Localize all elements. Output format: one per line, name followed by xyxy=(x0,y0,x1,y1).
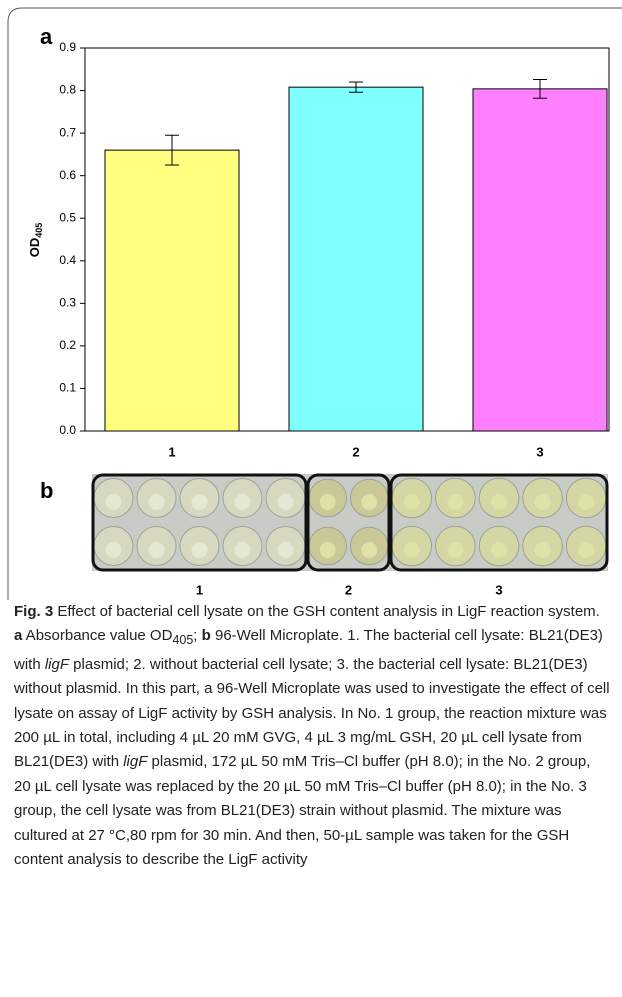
well-center xyxy=(235,542,251,558)
y-label-text: OD xyxy=(27,238,42,258)
photo-label: 3 xyxy=(495,582,502,597)
caption-sub: 405 xyxy=(172,633,193,647)
caption-panel: b xyxy=(202,627,211,644)
well-center xyxy=(447,494,463,510)
caption-text: Effect of bacterial cell lysate on the G… xyxy=(53,603,600,620)
x-tick-label: 1 xyxy=(168,444,175,459)
figure: a b OD405 0.0 0.1 0.2 0.3 0.4 0.5 0.6 0.7 0.8 0.9… xyxy=(0,0,622,600)
x-tick-label: 3 xyxy=(536,444,543,459)
well-center xyxy=(106,542,122,558)
y-tick-label: 0.8 xyxy=(59,83,76,97)
y-tick-label: 0.9 xyxy=(59,40,76,54)
y-tick-label: 0.4 xyxy=(59,253,76,267)
y-tick-label: 0.3 xyxy=(59,296,76,310)
well-center xyxy=(149,542,165,558)
panel-label: b xyxy=(40,478,53,503)
y-tick-label: 0.5 xyxy=(59,210,76,224)
well-center xyxy=(535,494,551,510)
y-tick-label: 0.6 xyxy=(59,168,76,182)
caption-text: Absorbance value OD xyxy=(22,627,172,644)
photo-label: 1 xyxy=(196,582,203,597)
well-center xyxy=(361,494,377,510)
x-tick-label: 2 xyxy=(352,444,359,459)
caption-gene: ligF xyxy=(123,753,147,770)
y-tick-label: 0.1 xyxy=(59,381,76,395)
caption-gene: ligF xyxy=(45,656,69,673)
well-center xyxy=(235,494,251,510)
bar xyxy=(473,89,607,431)
well-center xyxy=(361,542,377,558)
well-center xyxy=(404,542,420,558)
well-center xyxy=(447,542,463,558)
caption-text: ; xyxy=(193,627,201,644)
well-center xyxy=(578,542,594,558)
well-center xyxy=(192,494,208,510)
page: {"chart_data": {"type": "bar", "panel_la… xyxy=(0,0,622,997)
y-tick-label: 0.2 xyxy=(59,338,76,352)
well-center xyxy=(404,494,420,510)
well-center xyxy=(278,494,294,510)
well-center xyxy=(578,494,594,510)
caption-text: plasmid, 172 µL 50 mM Tris–Cl buffer (pH… xyxy=(14,753,590,868)
y-tick-label: 0.7 xyxy=(59,125,76,139)
y-tick-label: 0.0 xyxy=(59,423,76,437)
well-center xyxy=(278,542,294,558)
well-center xyxy=(320,542,336,558)
bar xyxy=(105,150,239,431)
well-center xyxy=(149,494,165,510)
well-center xyxy=(491,494,507,510)
caption: Fig. 3 Effect of bacterial cell lysate o… xyxy=(14,600,610,872)
well-center xyxy=(320,494,336,510)
panel-label: a xyxy=(40,24,53,49)
y-label-subscript: 405 xyxy=(34,223,44,238)
fig-label: Fig. 3 xyxy=(14,603,53,620)
well-center xyxy=(535,542,551,558)
microplate-photo xyxy=(92,474,608,571)
photo-label: 2 xyxy=(345,582,352,597)
well-center xyxy=(106,494,122,510)
well-center xyxy=(192,542,208,558)
well-center xyxy=(491,542,507,558)
bar xyxy=(289,87,423,431)
y-axis-label: OD405 xyxy=(27,223,44,258)
